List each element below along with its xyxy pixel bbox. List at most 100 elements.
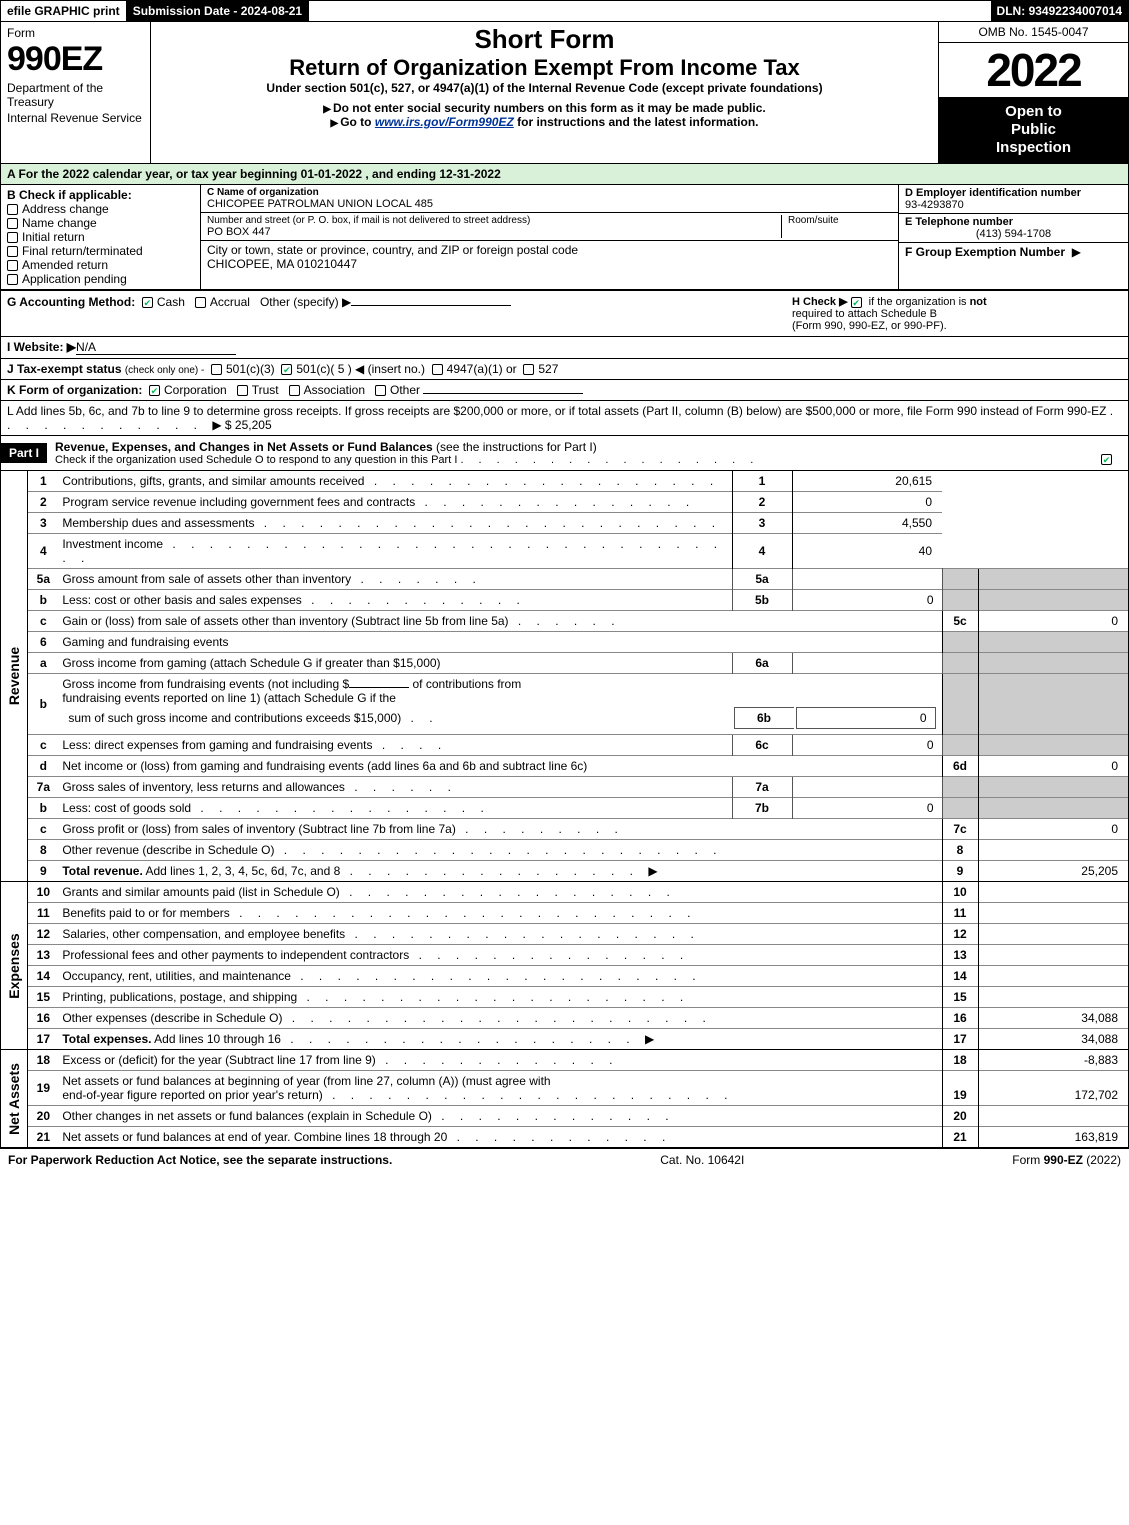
netassets-section: Net Assets 18Excess or (deficit) for the…: [1, 1049, 1128, 1147]
section-l: L Add lines 5b, 6c, and 7b to line 9 to …: [1, 400, 1128, 435]
org-name: CHICOPEE PATROLMAN UNION LOCAL 485: [207, 198, 892, 210]
dln-cell: DLN: 93492234007014: [991, 1, 1128, 21]
part-1-label: Part I: [1, 443, 47, 463]
line-3: 3Membership dues and assessments . . . .…: [28, 513, 1128, 534]
line-1: 1Contributions, gifts, grants, and simil…: [28, 471, 1128, 492]
submission-date: Submission Date - 2024-08-21: [127, 1, 309, 21]
org-info-block: B Check if applicable: Address change Na…: [1, 185, 1128, 290]
line-4: 4Investment income . . . . . . . . . . .…: [28, 534, 1128, 569]
chk-name-change[interactable]: [7, 218, 18, 229]
footer-catno: Cat. No. 10642I: [660, 1153, 744, 1167]
section-k: K Form of organization: Corporation Trus…: [1, 379, 1128, 400]
chk-amended-return[interactable]: [7, 260, 18, 271]
section-b: B Check if applicable: Address change Na…: [1, 185, 201, 289]
line-7b: bLess: cost of goods sold . . . . . . . …: [28, 798, 1128, 819]
line-7a: 7aGross sales of inventory, less returns…: [28, 777, 1128, 798]
line-5a: 5aGross amount from sale of assets other…: [28, 569, 1128, 590]
header-left: Form 990EZ Department of the Treasury In…: [1, 22, 151, 163]
org-street: PO BOX 447: [207, 226, 781, 238]
line-16: 16Other expenses (describe in Schedule O…: [28, 1008, 1128, 1029]
chk-schedule-b[interactable]: [851, 297, 862, 308]
open-inspection-badge: Open to Public Inspection: [939, 97, 1128, 163]
amt-4: 40: [792, 534, 942, 569]
line-6a: aGross income from gaming (attach Schedu…: [28, 653, 1128, 674]
chk-trust[interactable]: [237, 385, 248, 396]
revenue-section: Revenue 1Contributions, gifts, grants, a…: [1, 471, 1128, 881]
dept-irs: Internal Revenue Service: [7, 109, 144, 125]
chk-final-return[interactable]: [7, 246, 18, 257]
chk-501c3[interactable]: [211, 364, 222, 375]
amt-6d: 0: [978, 756, 1128, 777]
line-20: 20Other changes in net assets or fund ba…: [28, 1106, 1128, 1127]
gross-receipts: $ 25,205: [225, 418, 272, 432]
website-value: N/A: [76, 340, 236, 355]
header-right: OMB No. 1545-0047 2022 Open to Public In…: [938, 22, 1128, 163]
chk-association[interactable]: [289, 385, 300, 396]
chk-527[interactable]: [523, 364, 534, 375]
form-container: efile GRAPHIC print Submission Date - 20…: [0, 0, 1129, 1148]
header-center: Short Form Return of Organization Exempt…: [151, 22, 938, 163]
amt-18: -8,883: [978, 1050, 1128, 1071]
line-11: 11Benefits paid to or for members . . . …: [28, 903, 1128, 924]
expenses-section: Expenses 10Grants and similar amounts pa…: [1, 881, 1128, 1049]
line-21: 21Net assets or fund balances at end of …: [28, 1127, 1128, 1148]
chk-address-change[interactable]: [7, 204, 18, 215]
tax-year: 2022: [939, 43, 1128, 97]
short-form-title: Short Form: [157, 24, 932, 55]
ein-value: 93-4293870: [905, 199, 964, 211]
chk-application-pending[interactable]: [7, 274, 18, 285]
irs-link[interactable]: www.irs.gov/Form990EZ: [375, 115, 514, 129]
form-word: Form: [7, 26, 144, 40]
line-6: 6Gaming and fundraising events: [28, 632, 1128, 653]
line-9: 9Total revenue. Add lines 1, 2, 3, 4, 5c…: [28, 861, 1128, 882]
section-j: J Tax-exempt status (check only one) - 5…: [1, 358, 1128, 379]
amt-21: 163,819: [978, 1127, 1128, 1148]
amt-17: 34,088: [978, 1029, 1128, 1050]
chk-4947[interactable]: [432, 364, 443, 375]
dept-treasury: Department of the Treasury: [7, 79, 144, 109]
line-8: 8Other revenue (describe in Schedule O) …: [28, 840, 1128, 861]
chk-cash[interactable]: [142, 297, 153, 308]
line-2: 2Program service revenue including gover…: [28, 492, 1128, 513]
line-12: 12Salaries, other compensation, and empl…: [28, 924, 1128, 945]
part-1-header: Part I Revenue, Expenses, and Changes in…: [1, 435, 1128, 471]
amt-16: 34,088: [978, 1008, 1128, 1029]
section-gh: G Accounting Method: Cash Accrual Other …: [1, 290, 1128, 336]
section-def: D Employer identification number 93-4293…: [898, 185, 1128, 289]
telephone-value: (413) 594-1708: [905, 228, 1122, 240]
chk-accrual[interactable]: [195, 297, 206, 308]
amt-2: 0: [792, 492, 942, 513]
org-city: CHICOPEE, MA 010210447: [207, 257, 892, 271]
top-bar: efile GRAPHIC print Submission Date - 20…: [1, 1, 1128, 22]
section-i: I Website: ▶N/A: [1, 336, 1128, 358]
line-10: 10Grants and similar amounts paid (list …: [28, 882, 1128, 903]
footer-right: Form 990-EZ (2022): [1012, 1153, 1121, 1167]
footer-left: For Paperwork Reduction Act Notice, see …: [8, 1153, 392, 1167]
return-title: Return of Organization Exempt From Incom…: [157, 55, 932, 81]
form-header: Form 990EZ Department of the Treasury In…: [1, 22, 1128, 164]
chk-schedule-o[interactable]: [1101, 454, 1112, 465]
amt-1: 20,615: [792, 471, 942, 492]
subtitle-2: Do not enter social security numbers on …: [157, 101, 932, 115]
page-footer: For Paperwork Reduction Act Notice, see …: [0, 1148, 1129, 1171]
chk-other-org[interactable]: [375, 385, 386, 396]
chk-501c[interactable]: [281, 364, 292, 375]
chk-corporation[interactable]: [149, 385, 160, 396]
netassets-side-label: Net Assets: [1, 1050, 28, 1147]
amt-5c: 0: [978, 611, 1128, 632]
line-19: 19Net assets or fund balances at beginni…: [28, 1071, 1128, 1106]
revenue-side-label: Revenue: [1, 471, 28, 881]
line-6c: cLess: direct expenses from gaming and f…: [28, 735, 1128, 756]
chk-initial-return[interactable]: [7, 232, 18, 243]
subtitle-1: Under section 501(c), 527, or 4947(a)(1)…: [157, 81, 932, 95]
line-6d: dNet income or (loss) from gaming and fu…: [28, 756, 1128, 777]
form-number: 990EZ: [7, 40, 144, 79]
line-7c: cGross profit or (loss) from sales of in…: [28, 819, 1128, 840]
line-13: 13Professional fees and other payments t…: [28, 945, 1128, 966]
dln-value: 93492234007014: [1029, 4, 1122, 18]
subtitle-3: Go to www.irs.gov/Form990EZ for instruct…: [157, 115, 932, 129]
amt-7c: 0: [978, 819, 1128, 840]
expenses-side-label: Expenses: [1, 882, 28, 1049]
dln-label: DLN:: [997, 4, 1026, 18]
amt-8: [978, 840, 1128, 861]
